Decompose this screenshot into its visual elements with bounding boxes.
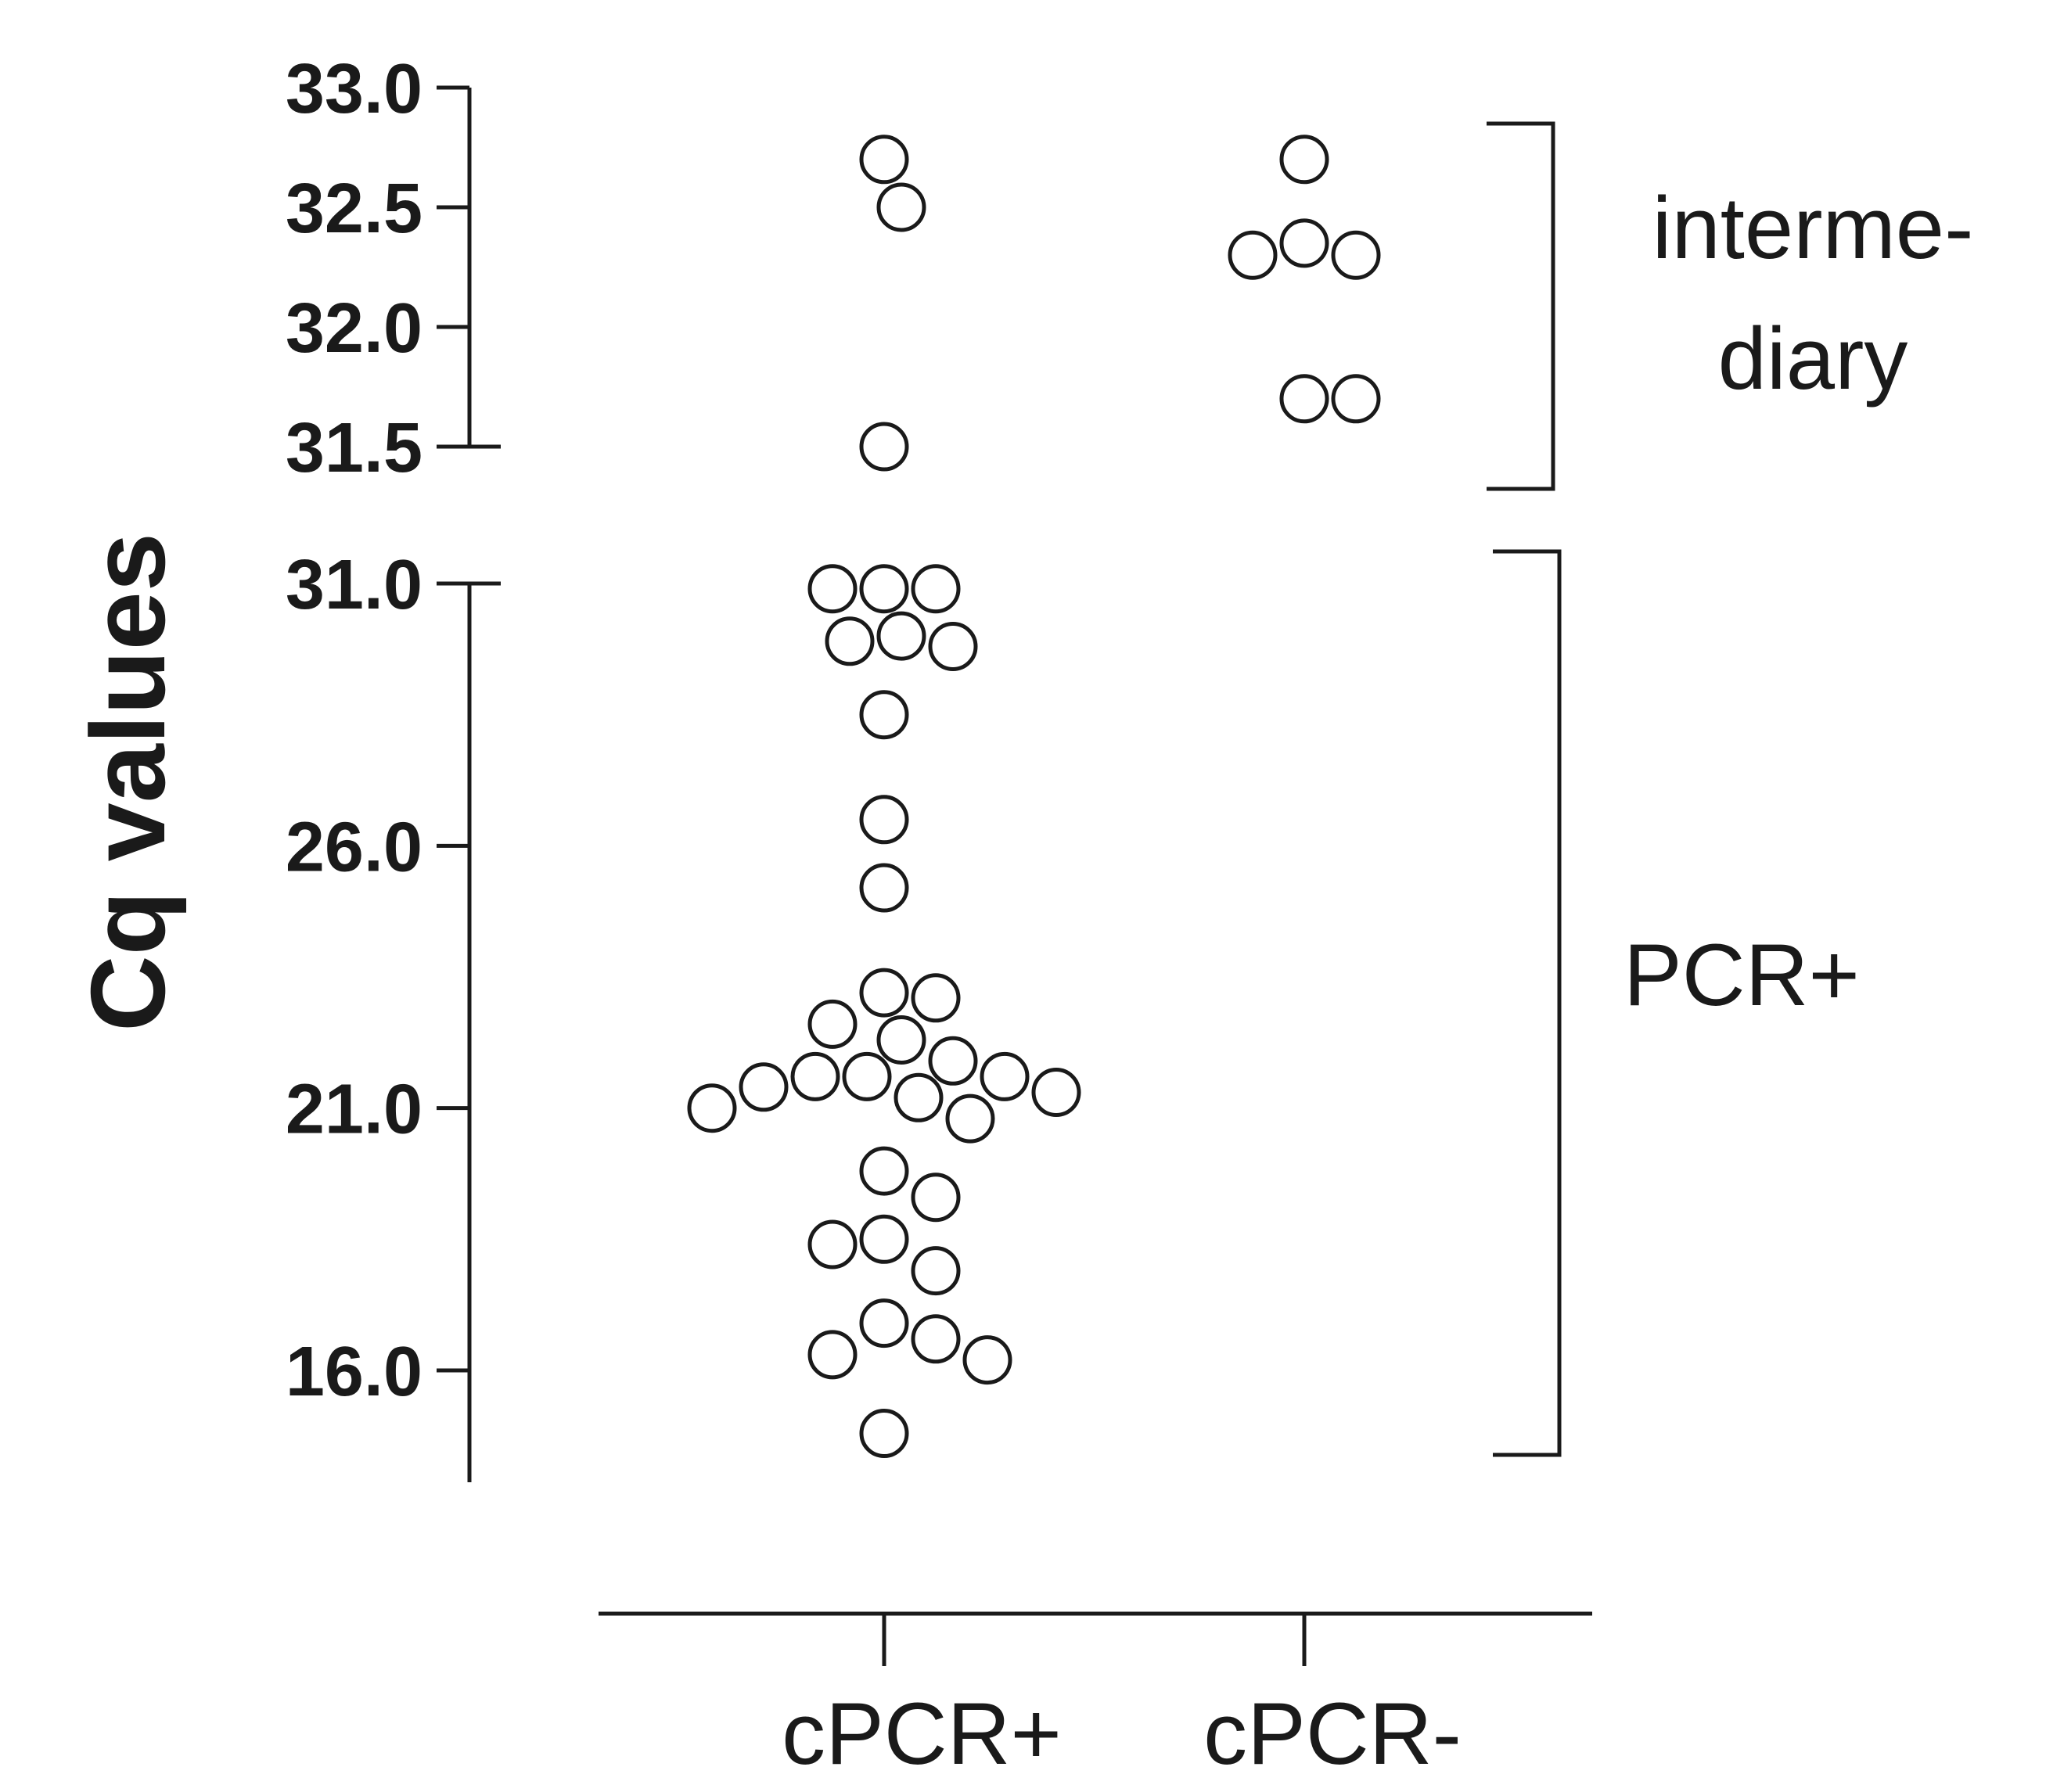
annotation-pcr-positive: PCR+: [1623, 926, 1860, 1024]
data-point: [911, 1173, 961, 1223]
data-point: [825, 616, 875, 666]
data-point: [1031, 1068, 1081, 1117]
data-point: [739, 1062, 789, 1112]
data-point: [1331, 374, 1381, 424]
data-point: [859, 795, 909, 845]
data-point: [859, 1214, 909, 1264]
data-point: [859, 1146, 909, 1196]
data-point: [1279, 374, 1329, 424]
data-points: [687, 135, 1381, 1458]
data-point: [807, 1219, 858, 1269]
bracket-pcr-positive: [1493, 549, 1562, 1457]
data-point: [876, 182, 926, 232]
y-tick-label: 16.0: [286, 1333, 423, 1411]
annotation-intermediary-line1: interme-: [1652, 179, 1974, 277]
y-axis-ticks: 33.0 32.5 32.0 31.5 31.0 26.0 21.0 16.0: [286, 50, 501, 1411]
data-point: [807, 564, 858, 614]
data-point: [790, 1051, 840, 1101]
data-point: [1228, 230, 1278, 280]
y-tick-label: 31.5: [286, 409, 423, 487]
data-point: [859, 863, 909, 913]
annotation-intermediary-line2: diary: [1718, 310, 1908, 408]
x-category-label-cpcr-pos: cPCR+: [782, 1685, 1062, 1783]
data-point: [894, 1072, 944, 1122]
data-point: [1279, 218, 1329, 268]
data-point: [928, 1036, 978, 1086]
x-category-label-cpcr-neg: cPCR-: [1203, 1685, 1462, 1783]
data-point: [859, 690, 909, 740]
data-point: [980, 1051, 1030, 1101]
data-point: [911, 1314, 961, 1364]
data-point: [876, 611, 926, 661]
data-point: [962, 1335, 1012, 1385]
y-tick-label: 32.0: [286, 289, 423, 368]
y-tick-label: 21.0: [286, 1071, 423, 1149]
data-point: [859, 422, 909, 472]
data-point: [859, 1298, 909, 1348]
y-tick-label: 32.5: [286, 170, 423, 248]
data-point: [876, 1015, 926, 1065]
data-point: [859, 968, 909, 1018]
data-point: [859, 135, 909, 185]
data-point: [859, 564, 909, 614]
data-point: [842, 1051, 892, 1101]
data-point: [1331, 230, 1381, 280]
data-point: [911, 1246, 961, 1296]
data-point: [859, 1409, 909, 1458]
data-point: [945, 1094, 995, 1144]
y-tick-label: 33.0: [286, 50, 423, 128]
bracket-intermediary: [1487, 121, 1555, 491]
data-point: [1279, 135, 1329, 185]
data-point: [807, 999, 858, 1049]
y-tick-label: 31.0: [286, 546, 423, 624]
y-tick-label: 26.0: [286, 808, 423, 886]
data-point: [928, 622, 978, 671]
data-point: [687, 1083, 737, 1133]
data-point: [911, 564, 961, 614]
data-point: [911, 973, 961, 1023]
data-point: [807, 1330, 858, 1380]
y-axis-title: Cq values: [69, 533, 187, 1032]
